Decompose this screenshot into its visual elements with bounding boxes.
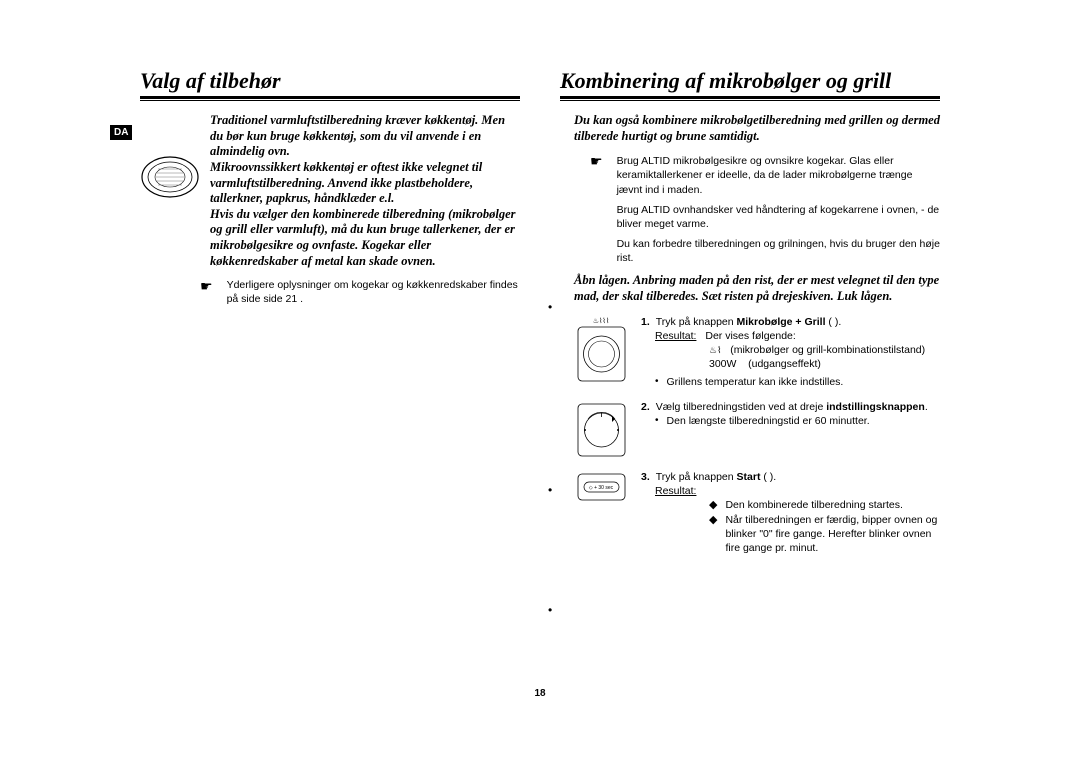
left-column: Valg af tilbehør Tradition xyxy=(140,68,520,565)
step-number: 2. xyxy=(641,400,650,414)
margin-bullet: • xyxy=(548,483,552,497)
step2-text: Vælg tilberedningstiden ved at dreje ind… xyxy=(656,400,928,414)
bullet-icon: • xyxy=(655,375,659,389)
step-number: 3. xyxy=(641,470,650,484)
pointer-icon: ☛ xyxy=(200,279,213,306)
left-heading: Valg af tilbehør xyxy=(140,68,520,94)
step3-body: 3. Tryk på knappen Start ( ). Resultat: … xyxy=(641,470,940,556)
language-badge: DA xyxy=(110,125,132,140)
page-number: 18 xyxy=(140,688,940,699)
divider-thin xyxy=(560,100,940,101)
plate-illustration xyxy=(140,153,200,201)
step2-bullet: Den længste tilberedningstid er 60 minut… xyxy=(667,414,870,428)
step1-text: Tryk på knappen Mikrobølge + Grill ( ). xyxy=(656,315,841,329)
right-warn2: Brug ALTID ovnhandsker ved håndtering af… xyxy=(617,203,940,231)
step-1: ♨⌇⌇⌇ 1. Tryk på knappen Mikrobølge + Gri… xyxy=(574,315,940,390)
margin-bullet: • xyxy=(548,300,552,314)
step2-body: 2. Vælg tilberedningstiden ved at dreje … xyxy=(641,400,940,460)
step3-d1: Den kombinerede tilberedning startes. xyxy=(725,498,902,513)
result-text: Der vises følgende: xyxy=(705,330,795,342)
divider-thin xyxy=(140,100,520,101)
left-intro-block: Traditionel varmluftstilberedning kræver… xyxy=(140,113,520,269)
pointer-icon: ☛ xyxy=(590,154,603,265)
divider-thick xyxy=(140,96,520,99)
svg-text:♨⌇⌇⌇: ♨⌇⌇⌇ xyxy=(593,317,610,325)
right-stage2: Åbn lågen. Anbring maden på den rist, de… xyxy=(574,273,940,304)
step1-bullet: Grillens temperatur kan ikke indstilles. xyxy=(667,375,844,389)
two-column-layout: Valg af tilbehør Tradition xyxy=(140,68,940,565)
right-note-1: ☛ Brug ALTID mikrobølgesikre og ovnsikre… xyxy=(590,154,940,265)
step-3: ◇ + 30 sec 3. Tryk på knappen Start ( ).… xyxy=(574,470,940,556)
margin-bullet: • xyxy=(548,603,552,617)
left-note: ☛ Yderligere oplysninger om kogekar og k… xyxy=(200,279,520,306)
step3-d2: Når tilberedningen er færdig, bipper ovn… xyxy=(725,513,940,556)
step1-line-b: 300W (udgangseffekt) xyxy=(709,357,940,371)
step3-text: Tryk på knappen Start ( ). xyxy=(656,470,776,484)
steps: ♨⌇⌇⌇ 1. Tryk på knappen Mikrobølge + Gri… xyxy=(574,315,940,556)
step1-illustration: ♨⌇⌇⌇ xyxy=(574,315,629,390)
bullet-icon: • xyxy=(655,414,659,428)
step1-body: 1. Tryk på knappen Mikrobølge + Grill ( … xyxy=(641,315,940,390)
right-column: Kombinering af mikrobølger og grill Du k… xyxy=(560,68,940,565)
result-label: Resultat: xyxy=(655,485,696,497)
result-label: Resultat: xyxy=(655,330,696,342)
divider-thick xyxy=(560,96,940,99)
diamond-icon: ◆ xyxy=(709,513,717,556)
svg-text:◇ + 30 sec: ◇ + 30 sec xyxy=(589,485,614,491)
right-warn1: Brug ALTID mikrobølgesikre og ovnsikre k… xyxy=(617,154,940,197)
step1-line-a: ♨⌇ (mikrobølger og grill-kombinationstil… xyxy=(709,343,940,357)
step2-illustration xyxy=(574,400,629,460)
diamond-icon: ◆ xyxy=(709,498,717,513)
step-number: 1. xyxy=(641,315,650,329)
manual-page: DA Valg af tilbehør xyxy=(140,68,940,565)
right-warn3: Du kan forbedre tilberedningen og grilni… xyxy=(617,237,940,265)
right-intro-text: Du kan også kombinere mikrobølgetilbered… xyxy=(574,113,940,144)
step3-illustration: ◇ + 30 sec xyxy=(574,470,629,556)
left-note-text: Yderligere oplysninger om kogekar og køk… xyxy=(227,279,520,306)
right-heading: Kombinering af mikrobølger og grill xyxy=(560,68,940,94)
left-intro-text: Traditionel varmluftstilberedning kræver… xyxy=(210,113,520,269)
step-2: 2. Vælg tilberedningstiden ved at dreje … xyxy=(574,400,940,460)
